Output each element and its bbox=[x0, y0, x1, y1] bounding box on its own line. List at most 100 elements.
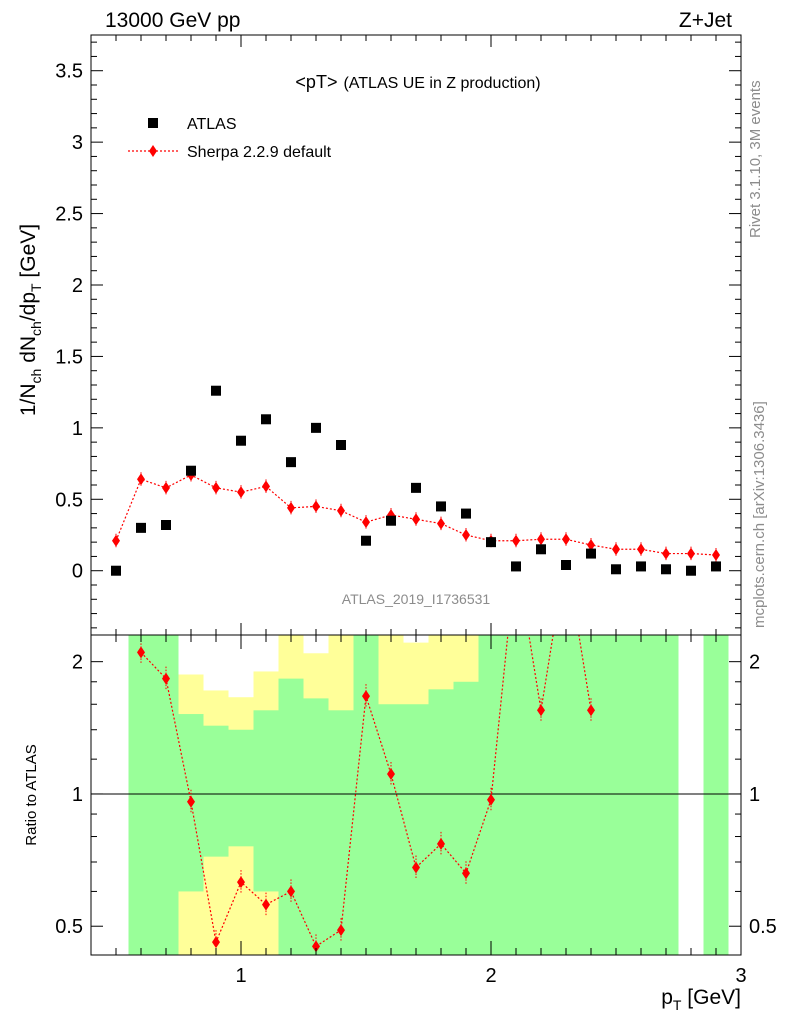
ratio-y-tick-label-left: 1 bbox=[72, 784, 83, 806]
atlas-point bbox=[461, 508, 471, 519]
uncertainty-band-green bbox=[528, 635, 554, 955]
sherpa-point bbox=[512, 534, 520, 547]
ratio-plot-area bbox=[91, 635, 741, 955]
sherpa-point bbox=[162, 481, 170, 494]
main-y-tick-label: 0.5 bbox=[55, 489, 83, 511]
ratio-point bbox=[337, 924, 345, 937]
uncertainty-band-green bbox=[253, 710, 279, 892]
atlas-point bbox=[136, 522, 146, 533]
sherpa-point bbox=[662, 547, 670, 560]
uncertainty-band-green bbox=[653, 635, 679, 955]
main-y-axis-label: 1/Nch dNch/dpT [GeV] bbox=[17, 224, 44, 416]
ratio-point bbox=[437, 837, 445, 850]
mcplots-label: mcplots.cern.ch [arXiv:1306.3436] bbox=[751, 401, 768, 628]
sherpa-point bbox=[437, 517, 445, 530]
uncertainty-band-green bbox=[328, 710, 354, 955]
atlas-point bbox=[161, 520, 171, 530]
uncertainty-band-green bbox=[128, 635, 154, 955]
legend-sherpa-label: Sherpa 2.2.9 default bbox=[187, 144, 332, 161]
ratio-point bbox=[537, 704, 545, 717]
atlas-point bbox=[536, 544, 546, 555]
ratio-y-tick-label-right: 2 bbox=[749, 652, 760, 674]
ratio-point bbox=[237, 876, 245, 889]
sherpa-point bbox=[412, 513, 420, 526]
main-y-tick-label: 1 bbox=[72, 418, 83, 440]
sherpa-point bbox=[212, 481, 220, 494]
ratio-y-tick-label-right: 0.5 bbox=[749, 916, 777, 938]
analysis-watermark: ATLAS_2019_I1736531 bbox=[342, 591, 491, 607]
ratio-series-group bbox=[137, 635, 595, 955]
sherpa-point bbox=[137, 473, 145, 486]
plot-title-rest: (ATLAS UE in Z production) bbox=[343, 75, 540, 92]
ratio-point bbox=[212, 936, 220, 949]
main-y-tick-label: 0 bbox=[72, 561, 83, 583]
main-plot-area bbox=[111, 385, 721, 576]
plot-title: <pT> (ATLAS UE in Z production) bbox=[295, 72, 540, 92]
sherpa-point bbox=[537, 533, 545, 546]
atlas-point bbox=[711, 561, 721, 572]
uncertainty-band-green bbox=[303, 698, 329, 955]
sherpa-point bbox=[262, 480, 270, 493]
ratio-point bbox=[162, 672, 170, 685]
legend-atlas-marker bbox=[148, 118, 158, 128]
ratio-y-axis: 0.5 0.5 1 1 2 2 bbox=[55, 652, 777, 939]
atlas-point bbox=[286, 457, 296, 468]
atlas-point bbox=[686, 565, 696, 576]
uncertainty-band-green bbox=[403, 704, 429, 955]
ratio-point bbox=[187, 795, 195, 808]
main-y-tick-label: 3.5 bbox=[55, 61, 83, 83]
ratio-point bbox=[362, 690, 370, 703]
uncertainty-band-green bbox=[578, 635, 604, 955]
uncertainty-band-green bbox=[553, 635, 579, 955]
main-x-axis bbox=[115, 35, 742, 635]
ratio-point bbox=[587, 704, 595, 717]
atlas-point bbox=[436, 501, 446, 512]
uncertainty-band-green bbox=[503, 635, 529, 955]
uncertainty-band-green bbox=[428, 689, 454, 955]
atlas-point bbox=[111, 565, 121, 576]
plot-title-main: <pT> bbox=[295, 72, 337, 92]
atlas-point bbox=[511, 561, 521, 572]
uncertainty-band-green bbox=[628, 635, 654, 955]
atlas-point bbox=[311, 422, 321, 433]
sherpa-point bbox=[237, 486, 245, 499]
ratio-point bbox=[312, 940, 320, 953]
ratio-panel: 0.5 0.5 1 1 2 2 1 2 3 Ratio to ATLAS pT [GeV] bbox=[23, 634, 777, 1013]
atlas-point bbox=[361, 535, 371, 546]
uncertainty-band-green bbox=[203, 725, 229, 857]
ratio-y-tick-label-left: 0.5 bbox=[55, 916, 83, 938]
sherpa-point bbox=[362, 516, 370, 529]
x-axis-label: pT [GeV] bbox=[661, 986, 741, 1013]
atlas-point bbox=[236, 435, 246, 446]
sherpa-point bbox=[337, 504, 345, 517]
atlas-point bbox=[261, 414, 271, 425]
ratio-point bbox=[287, 885, 295, 898]
ratio-point bbox=[262, 898, 270, 911]
sherpa-point bbox=[112, 534, 120, 547]
atlas-point bbox=[486, 537, 496, 548]
ratio-y-tick-label-right: 1 bbox=[749, 784, 760, 806]
uncertainty-band-green bbox=[278, 678, 304, 955]
legend: ATLAS Sherpa 2.2.9 default bbox=[128, 116, 332, 161]
main-y-tick-label: 2.5 bbox=[55, 204, 83, 226]
uncertainty-band-green bbox=[228, 729, 254, 847]
ratio-point bbox=[462, 867, 470, 880]
sherpa-point bbox=[687, 547, 695, 560]
ratio-y-axis-label: Ratio to ATLAS bbox=[23, 744, 40, 845]
main-y-tick-label: 3 bbox=[72, 132, 83, 154]
rivet-label: Rivet 3.1.10, 3M events bbox=[747, 80, 764, 238]
atlas-point bbox=[211, 385, 221, 396]
ratio-y-tick-label-left: 2 bbox=[72, 652, 83, 674]
main-y-tick-label: 2 bbox=[72, 275, 83, 297]
header-left: 13000 GeV pp bbox=[105, 9, 240, 32]
ratio-point bbox=[387, 768, 395, 781]
sherpa-point bbox=[562, 533, 570, 546]
sherpa-point bbox=[462, 529, 470, 541]
legend-atlas-label: ATLAS bbox=[187, 116, 237, 133]
ratio-x-axis: 1 2 3 bbox=[115, 635, 747, 987]
sherpa-point bbox=[587, 539, 595, 551]
ratio-point bbox=[137, 646, 145, 659]
atlas-point bbox=[586, 548, 596, 559]
ratio-point bbox=[487, 793, 495, 806]
